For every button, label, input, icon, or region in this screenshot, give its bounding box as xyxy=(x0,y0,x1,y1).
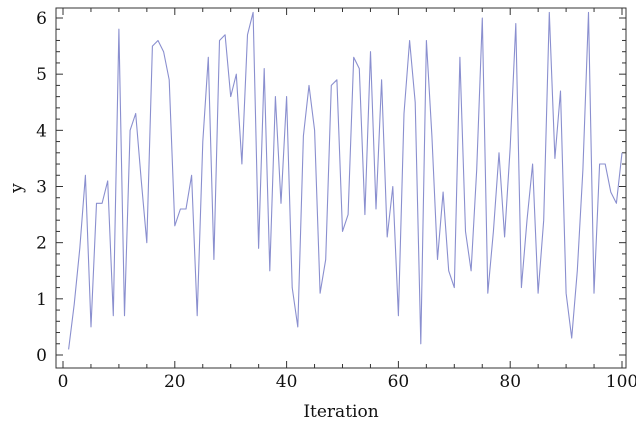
x-tick-label: 60 xyxy=(388,372,410,392)
x-tick-label: 0 xyxy=(58,372,69,392)
x-tick-label: 100 xyxy=(606,372,636,392)
y-tick-label: 1 xyxy=(36,290,47,310)
series-line xyxy=(68,11,623,350)
y-tick-label: 5 xyxy=(36,65,47,85)
x-axis: 0 20 40 60 80 100 xyxy=(58,8,636,392)
y-tick-label: 0 xyxy=(36,346,47,366)
y-tick-label: 4 xyxy=(36,121,47,141)
x-axis-title: Iteration xyxy=(303,402,378,422)
x-tick-label: 40 xyxy=(276,372,298,392)
plot-frame xyxy=(55,7,627,369)
y-tick-label: 3 xyxy=(36,178,47,198)
x-tick-label: 80 xyxy=(499,372,521,392)
series-group xyxy=(68,11,623,350)
y-tick-label: 2 xyxy=(36,234,47,254)
y-axis-title: y xyxy=(7,183,27,194)
y-tick-label: 6 xyxy=(36,9,47,29)
y-axis: 0 1 2 3 4 5 6 xyxy=(36,9,626,366)
x-tick-label: 20 xyxy=(164,372,186,392)
